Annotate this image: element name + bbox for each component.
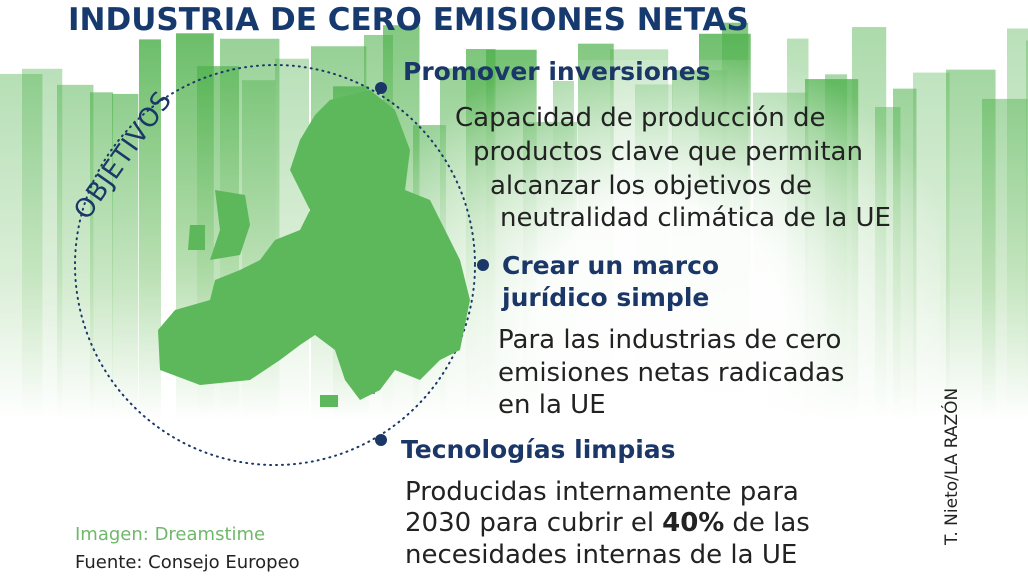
item-body: alcanzar los objetivos de: [490, 171, 812, 201]
europe-map: [158, 90, 470, 407]
source: Fuente: Consejo Europeo: [75, 552, 300, 573]
item-body: neutralidad climática de la UE: [500, 203, 891, 233]
item-body: Capacidad de producción de: [455, 103, 826, 133]
item-body: productos clave que permitan: [473, 137, 863, 167]
item-heading: Crear un marco: [502, 251, 719, 280]
bar-decoration: [1026, 40, 1028, 421]
bar-decoration: [139, 39, 162, 421]
item-heading: Tecnologías limpias: [401, 435, 676, 464]
dot: [477, 259, 489, 271]
item-body: en la UE: [498, 390, 606, 420]
dot: [375, 434, 387, 446]
item-body: Producidas internamente para: [405, 477, 799, 507]
title: INDUSTRIA DE CERO EMISIONES NETAS: [68, 2, 749, 38]
highlight: 40%: [662, 508, 724, 538]
bar-decoration: [22, 68, 63, 421]
body-text: 2030 para cubrir el: [405, 508, 654, 538]
item-body: necesidades internas de la UE: [405, 540, 797, 570]
bar-decoration: [57, 84, 94, 421]
bar-decoration: [1007, 28, 1028, 421]
dotted-circle: [74, 64, 476, 466]
item-heading: Promover inversiones: [403, 57, 711, 86]
item-body: 2030 para cubrir el 40% de las: [405, 508, 810, 538]
dot: [375, 82, 387, 94]
fade: [0, 420, 1028, 578]
body-text: de las: [732, 508, 809, 538]
item-body: emisiones netas radicadas: [498, 358, 844, 388]
bar-decoration: [112, 93, 139, 421]
bar-decoration: [90, 92, 114, 420]
author: T. Nieto/LA RAZÓN: [940, 388, 962, 546]
item-body: Para las industrias de cero: [498, 325, 841, 355]
item-heading: jurídico simple: [501, 283, 709, 312]
image-credit: Imagen: Dreamstime: [75, 524, 265, 545]
